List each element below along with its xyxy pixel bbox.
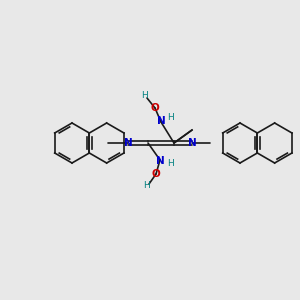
Text: H: H	[142, 92, 148, 100]
Text: N: N	[124, 138, 132, 148]
Text: H: H	[144, 182, 150, 190]
Text: N: N	[157, 116, 165, 126]
Text: H: H	[167, 160, 173, 169]
Text: H: H	[168, 113, 174, 122]
Text: N: N	[156, 156, 164, 166]
Text: O: O	[151, 103, 159, 113]
Text: O: O	[152, 169, 160, 179]
Text: N: N	[188, 138, 196, 148]
